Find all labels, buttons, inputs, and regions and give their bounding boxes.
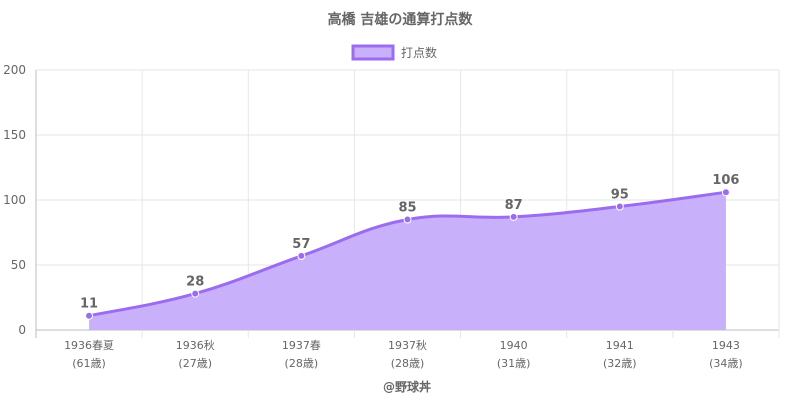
- data-point[interactable]: [297, 251, 306, 260]
- data-label: 57: [292, 237, 310, 252]
- data-point[interactable]: [85, 311, 94, 320]
- x-tick-label-line2: (32歳): [603, 357, 637, 370]
- x-tick-label: 1937春 (28歳): [282, 339, 321, 370]
- y-tick-label: 0: [18, 323, 26, 337]
- y-tick-label: 150: [3, 128, 26, 142]
- data-label: 11: [80, 297, 98, 312]
- x-tick-label: 1936春夏 (61歳): [64, 339, 114, 370]
- data-point[interactable]: [615, 202, 624, 211]
- y-axis: 0 50 100 150 200: [3, 63, 26, 337]
- legend-label: 打点数: [401, 45, 437, 60]
- x-tick-label-line2: (34歳): [709, 357, 743, 370]
- x-tick-label: 1936秋 (27歳): [176, 338, 215, 370]
- x-tick-label-line1: 1940: [500, 339, 528, 352]
- data-label: 95: [611, 188, 629, 203]
- x-tick-label: 1940 (31歳): [497, 339, 531, 370]
- x-tick-label-line2: (27歳): [178, 357, 212, 370]
- x-tick-label-line2: (28歳): [285, 357, 319, 370]
- x-tick-label-line1: 1941: [606, 339, 634, 352]
- x-tick-label: 1943 (34歳): [709, 339, 743, 370]
- data-point[interactable]: [403, 215, 412, 224]
- x-tick-label: 1937秋 (28歳): [388, 338, 427, 370]
- x-tick-label-line2: (28歳): [391, 357, 425, 370]
- data-label: 85: [398, 201, 416, 216]
- data-point[interactable]: [191, 289, 200, 298]
- x-tick-label-line2: (31歳): [497, 357, 531, 370]
- chart-title: 高橋 吉雄の通算打点数: [328, 11, 474, 28]
- data-label: 87: [505, 198, 523, 213]
- data-point[interactable]: [721, 188, 730, 197]
- data-point[interactable]: [509, 212, 518, 221]
- y-tick-label: 50: [11, 258, 26, 272]
- watermark: @野球丼: [383, 379, 431, 394]
- data-label: 106: [712, 173, 739, 188]
- x-tick-label-line1: 1936春夏: [64, 339, 114, 352]
- y-tick-label: 200: [3, 63, 26, 77]
- x-tick-label: 1941 (32歳): [603, 339, 637, 370]
- x-axis: 1936春夏 (61歳) 1936秋 (27歳) 1937春 (28歳) 1937秋 (28歳…: [64, 338, 743, 370]
- grid: [35, 69, 780, 338]
- data-label: 28: [186, 275, 204, 290]
- x-tick-label-line1: 1937春: [282, 339, 321, 352]
- area-fill: [89, 192, 726, 330]
- x-tick-label-line1: 1943: [712, 339, 740, 352]
- series-打点数: [85, 188, 730, 330]
- x-tick-label-line1: 1936秋: [176, 338, 215, 352]
- legend-swatch: [351, 44, 395, 61]
- x-tick-label-line2: (61歳): [72, 357, 106, 370]
- y-tick-label: 100: [3, 193, 26, 207]
- x-tick-label-line1: 1937秋: [388, 338, 427, 352]
- data-labels: 11 28 57 85 87 95 106: [80, 173, 739, 312]
- legend[interactable]: 打点数: [351, 44, 437, 61]
